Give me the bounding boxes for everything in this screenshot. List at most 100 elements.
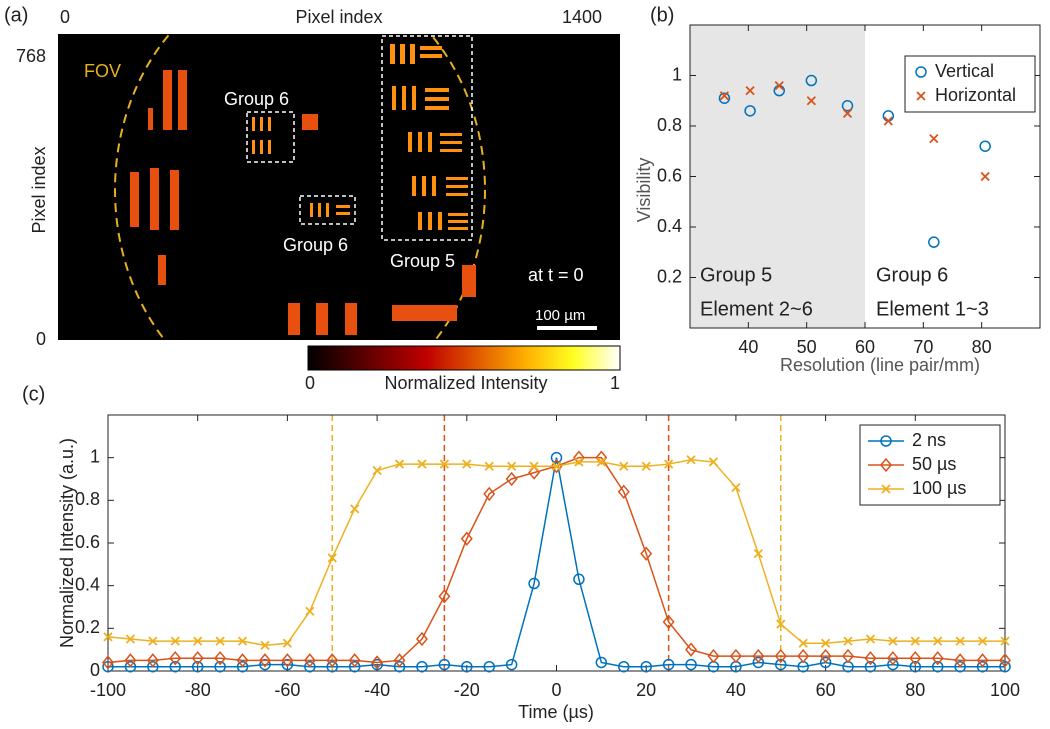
marker xyxy=(125,634,136,644)
marker xyxy=(774,80,784,91)
marker xyxy=(774,648,787,664)
marker xyxy=(258,653,271,668)
x-tick-label: -80 xyxy=(185,680,211,700)
marker xyxy=(888,636,898,646)
image-annotation: Group 5 xyxy=(390,251,455,271)
marker xyxy=(170,636,180,646)
marker xyxy=(415,631,428,647)
marker xyxy=(976,660,989,673)
marker xyxy=(617,484,630,499)
marker xyxy=(572,450,585,465)
marker xyxy=(416,660,428,673)
marker xyxy=(439,459,450,469)
axes-box xyxy=(689,24,1041,329)
marker xyxy=(214,660,226,673)
marker xyxy=(438,658,451,671)
legend-marker xyxy=(880,435,892,447)
x-tick-label: 70 xyxy=(913,337,933,357)
marker xyxy=(169,660,182,673)
line xyxy=(108,457,1005,668)
image-annotation: 100 µm xyxy=(535,307,585,324)
marker xyxy=(595,450,608,465)
marker xyxy=(146,653,159,668)
y-tick-label: 0.4 xyxy=(657,216,682,236)
marker xyxy=(753,549,763,559)
y-tick-label: 0.6 xyxy=(75,532,100,552)
panel-label: (a) xyxy=(4,4,28,26)
shaded-region xyxy=(690,25,865,328)
marker xyxy=(417,459,427,469)
marker xyxy=(685,658,697,671)
marker xyxy=(214,651,227,666)
marker xyxy=(505,471,518,487)
y-tick-label: 0 xyxy=(36,329,46,349)
marker xyxy=(708,457,719,467)
marker xyxy=(529,461,539,471)
marker xyxy=(929,133,939,144)
marker xyxy=(979,140,991,152)
marker xyxy=(843,636,853,646)
marker xyxy=(438,589,451,604)
image-annotation: at t = 0 xyxy=(528,265,584,285)
x-tick-label: -40 xyxy=(364,680,390,700)
marker xyxy=(303,653,316,668)
marker xyxy=(819,648,832,664)
marker xyxy=(909,651,922,666)
marker xyxy=(842,108,853,119)
y-tick-label: 0.8 xyxy=(657,115,682,135)
x-tick-label: 60 xyxy=(816,680,836,700)
marker xyxy=(550,459,563,474)
marker xyxy=(236,653,249,668)
marker xyxy=(595,656,608,669)
legend-label: Vertical xyxy=(935,61,994,81)
marker xyxy=(103,632,113,642)
marker xyxy=(393,653,406,668)
marker xyxy=(662,614,675,630)
marker xyxy=(169,651,182,666)
marker xyxy=(841,100,854,112)
marker xyxy=(304,660,316,673)
y-tick-label: 768 xyxy=(16,46,46,66)
marker xyxy=(931,651,944,666)
annotation: Group 5 xyxy=(700,264,772,286)
marker xyxy=(776,619,786,629)
marker xyxy=(933,636,943,646)
marker xyxy=(775,658,787,671)
marker xyxy=(745,86,755,96)
y-axis-label: Normalized Intensity (a.u.) xyxy=(57,438,77,648)
y-tick-label: 0.4 xyxy=(75,574,100,594)
marker xyxy=(718,92,731,104)
marker xyxy=(505,658,518,671)
marker xyxy=(348,660,361,673)
x-tick-label: 100 xyxy=(990,680,1020,700)
marker xyxy=(282,638,293,648)
marker xyxy=(394,459,405,469)
annotation: Element 2~6 xyxy=(700,298,813,320)
marker xyxy=(663,459,674,469)
marker xyxy=(954,653,967,668)
marker xyxy=(883,116,893,126)
marker xyxy=(507,461,517,471)
colorbar-label: Normalized Intensity xyxy=(384,373,547,393)
colorbar-tick-label: 0 xyxy=(305,373,315,393)
legend-label: Horizontal xyxy=(935,85,1016,105)
x-tick-label: 50 xyxy=(797,337,817,357)
marker xyxy=(955,636,965,646)
marker xyxy=(462,459,472,469)
marker xyxy=(976,653,989,668)
legend-marker xyxy=(881,484,891,494)
marker xyxy=(619,461,629,471)
x-tick-label: 0 xyxy=(60,7,70,27)
marker xyxy=(1000,636,1010,646)
marker xyxy=(797,648,810,664)
x-tick-label: 40 xyxy=(738,337,758,357)
marker xyxy=(102,655,114,670)
marker xyxy=(865,634,876,644)
marker xyxy=(910,636,920,646)
legend-marker xyxy=(880,457,892,473)
marker xyxy=(954,660,966,673)
image-panel xyxy=(58,34,621,371)
marker xyxy=(260,640,270,651)
colorbar xyxy=(307,345,621,371)
y-tick-label: 0 xyxy=(90,660,100,680)
